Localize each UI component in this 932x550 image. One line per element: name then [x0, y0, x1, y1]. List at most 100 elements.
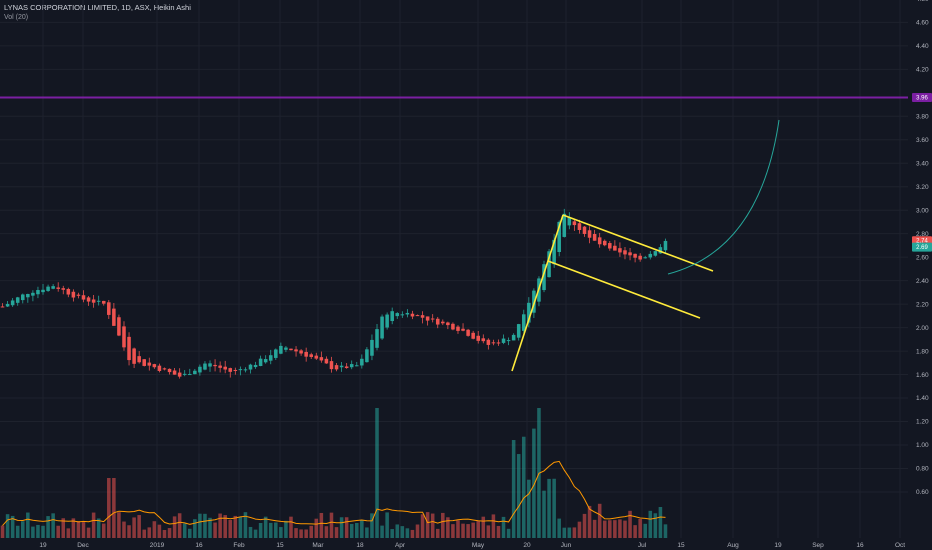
candle-body — [355, 365, 359, 367]
volume-bar — [344, 517, 349, 538]
volume-bar — [274, 522, 278, 538]
drawing-tools[interactable] — [0, 96, 908, 372]
volume-bar — [572, 527, 577, 538]
volume-bar — [385, 512, 389, 538]
price-axis[interactable]: 4.80 4.60 4.40 4.20 3.80 3.60 3.40 3.20 3.00 2.80… — [916, 0, 929, 496]
y-tick-label: 4.60 — [916, 20, 929, 27]
candlesticks — [0, 208, 668, 379]
volume-bar — [91, 512, 96, 538]
volume-bar — [61, 518, 66, 538]
candle-body — [132, 348, 136, 364]
volume-ma-line — [2, 460, 666, 526]
candle-body — [547, 251, 551, 278]
candle-body — [91, 299, 96, 303]
volume-bar — [309, 525, 313, 538]
candle-body — [31, 292, 35, 296]
last-price-tag-label: 2.74 — [916, 239, 928, 245]
volume-bar — [400, 526, 405, 538]
volume-bar — [26, 512, 30, 538]
volume-bar — [253, 529, 258, 538]
candle-body — [663, 240, 668, 251]
candle-body — [41, 289, 45, 293]
volume-bar — [193, 519, 197, 538]
candle-body — [319, 357, 324, 361]
y-tick-label: 2.40 — [916, 278, 929, 285]
candle-body — [415, 315, 420, 317]
volume-bar — [334, 527, 339, 538]
volume-bar — [582, 513, 587, 538]
volume-bar — [289, 516, 293, 538]
candle-body — [56, 287, 60, 289]
candle-body — [157, 365, 162, 371]
volume-bar — [167, 528, 172, 538]
volume-bar — [370, 513, 374, 538]
candle-body — [446, 322, 450, 326]
volume-bar — [243, 512, 248, 538]
y-tick-label: 3.00 — [916, 207, 929, 214]
candle-body — [147, 362, 152, 366]
candle-body — [177, 372, 182, 377]
candle-body — [258, 358, 263, 367]
volume-bar — [562, 527, 567, 538]
volume-bar — [602, 520, 607, 538]
candle-body — [162, 368, 167, 370]
volume-bar — [390, 529, 394, 538]
candle-body — [527, 302, 531, 323]
symbol-title: LYNAS CORPORATION LIMITED, 1D, ASX, Heik… — [4, 3, 191, 12]
y-tick-label: 0.80 — [916, 466, 929, 473]
candle-body — [248, 364, 253, 370]
candle-body — [441, 321, 445, 324]
volume-bar — [314, 518, 319, 538]
volume-bar — [557, 518, 561, 538]
volume-bar — [208, 517, 212, 538]
volume-bar — [456, 520, 460, 538]
candle-body — [284, 347, 288, 350]
time-axis[interactable]: 19 Dec 2019 16 Feb 15 Mar 18 Apr May 20 Jun Jul 15 Aug… — [39, 542, 905, 549]
volume-bar — [162, 529, 167, 538]
y-tick-label: 2.60 — [916, 254, 929, 261]
volume-bar — [152, 521, 157, 538]
volume-bar — [476, 520, 480, 538]
x-tick-label: 20 — [523, 542, 531, 549]
volume-bar — [653, 513, 658, 538]
chart-header: LYNAS CORPORATION LIMITED, 1D, ASX, Heik… — [4, 3, 191, 12]
volume-bar — [638, 518, 642, 538]
volume-bar — [137, 515, 141, 538]
volume-bar — [623, 520, 627, 538]
x-tick-label: 19 — [774, 542, 782, 549]
y-tick-label: 3.40 — [916, 160, 929, 167]
volume-bar — [319, 512, 324, 538]
candle-body — [0, 306, 5, 308]
volume-bar — [56, 525, 60, 538]
x-tick-label: Sep — [812, 542, 824, 549]
x-tick-label: May — [472, 542, 485, 549]
volume-bar — [522, 436, 526, 538]
candle-body — [435, 318, 440, 325]
volume-bar — [76, 521, 81, 538]
volume-bar — [101, 523, 106, 538]
volume-bar — [268, 522, 273, 538]
volume-bar — [304, 529, 308, 538]
volume-bar — [36, 524, 40, 538]
volume-bar — [471, 522, 475, 538]
x-tick-label: Apr — [395, 542, 406, 549]
volume-bar — [15, 525, 20, 538]
candle-body — [188, 374, 192, 376]
y-tick-label: 3.60 — [916, 137, 929, 144]
candle-body — [572, 221, 577, 226]
candle-body — [238, 369, 243, 371]
candle-body — [430, 318, 435, 320]
volume-bar — [532, 428, 536, 538]
candle-body — [81, 295, 86, 300]
candle-body — [26, 294, 30, 298]
volume-bar — [491, 514, 496, 538]
volume-bar — [380, 525, 384, 538]
candle-body — [299, 350, 303, 354]
volume-bar — [182, 523, 187, 538]
candle-body — [602, 240, 607, 246]
prev-close-tag — [912, 242, 932, 252]
candle-body — [522, 314, 526, 331]
volume-bar — [451, 524, 455, 538]
volume-bar — [203, 513, 207, 538]
